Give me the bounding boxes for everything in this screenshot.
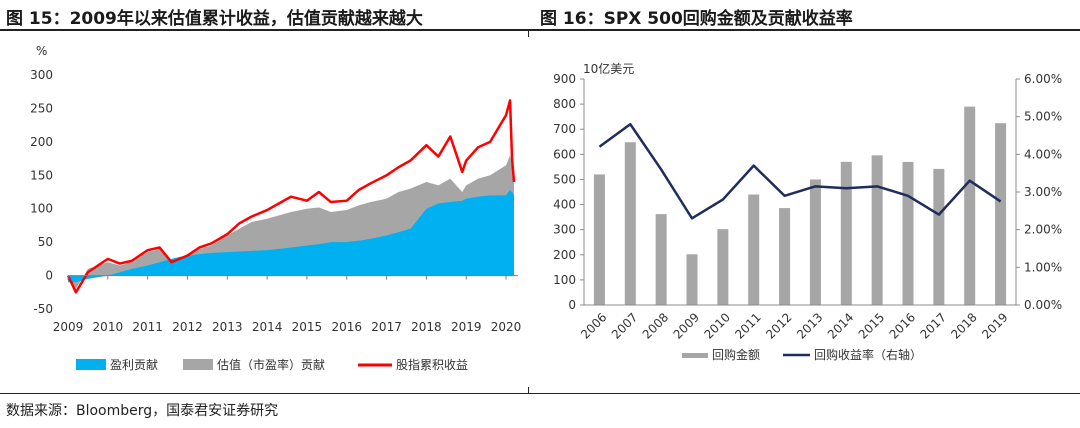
source-note: 数据来源：Bloomberg，国泰君安证券研究: [6, 403, 279, 419]
bottom-rule: [0, 393, 1080, 394]
y-tick-label: 500: [553, 172, 576, 186]
legend-swatch-earnings: [76, 359, 106, 370]
x-tick-label: 2009: [671, 310, 702, 341]
top-divider-tick: [528, 31, 529, 37]
x-tick-label: 2018: [411, 320, 442, 334]
y-tick-label: -50: [33, 302, 53, 316]
bottom-divider-tick: [528, 387, 529, 393]
x-tick-label: 2009: [53, 320, 84, 334]
x-tick-label: 2016: [331, 320, 362, 334]
y-axis-unit-label: %: [36, 44, 47, 58]
bar-buyback-amount: [871, 155, 883, 305]
y2-tick-label: 3.00%: [1024, 185, 1062, 199]
bar-buyback-amount: [655, 214, 667, 305]
bar-buyback-amount: [779, 208, 791, 305]
legend-label-buyback-yield: 回购收益率（右轴）: [814, 347, 922, 362]
legend-label-buyback-amount: 回购金额: [712, 347, 760, 362]
bar-buyback-amount: [840, 161, 852, 305]
y-tick-label: 100: [553, 273, 576, 287]
y2-tick-label: 4.00%: [1024, 147, 1062, 161]
x-tick-label: 2015: [856, 310, 887, 341]
x-tick-label: 2012: [172, 320, 203, 334]
y2-tick-label: 0.00%: [1024, 298, 1062, 312]
y2-tick-label: 2.00%: [1024, 223, 1062, 237]
x-tick-label: 2017: [917, 310, 948, 341]
bar-buyback-amount: [809, 179, 821, 305]
x-tick-label: 2007: [609, 310, 640, 341]
x-tick-label: 2011: [732, 310, 763, 341]
y-tick-label: 300: [553, 223, 576, 237]
legend-label-cumulative: 股指累积收益: [396, 357, 468, 372]
figure-16-title: 图 16：SPX 500回购金额及贡献收益率: [540, 9, 853, 29]
y-tick-label: 250: [30, 101, 53, 115]
figure-15-title: 图 15：2009年以来估值累计收益，估值贡献越来越大: [6, 9, 423, 29]
series-line-cumulative: [66, 99, 516, 294]
x-tick-label: 2015: [292, 320, 323, 334]
y-tick-label: 600: [553, 147, 576, 161]
y-tick-label: 900: [553, 72, 576, 86]
legend-swatch-buyback-amount: [682, 353, 708, 358]
y-tick-label: 50: [38, 235, 53, 249]
bar-buyback-amount: [624, 142, 636, 305]
x-tick-label: 2019: [451, 320, 482, 334]
y-tick-label: 100: [30, 202, 53, 216]
legend-swatch-valuation: [183, 359, 213, 370]
x-tick-label: 2014: [825, 310, 856, 341]
bar-buyback-amount: [902, 161, 914, 305]
y-tick-label: 700: [553, 122, 576, 136]
x-tick-label: 2013: [212, 320, 243, 334]
x-tick-label: 2006: [578, 310, 609, 341]
x-tick-label: 2016: [887, 310, 918, 341]
y-tick-label: 0: [45, 269, 53, 283]
y-tick-label: 150: [30, 168, 53, 182]
bar-buyback-amount: [933, 168, 945, 305]
bar-buyback-amount: [717, 229, 729, 305]
y-tick-label: 400: [553, 198, 576, 212]
x-tick-label: 2018: [948, 310, 979, 341]
x-tick-label: 2020: [491, 320, 522, 334]
bar-buyback-amount: [686, 254, 698, 305]
x-tick-label: 2010: [701, 310, 732, 341]
y-tick-label: 300: [30, 68, 53, 82]
x-tick-label: 2013: [794, 310, 825, 341]
legend-label-valuation: 估值（市盈率）贡献: [217, 357, 325, 372]
series-line-buyback-yield: [598, 122, 1002, 220]
x-tick-label: 2019: [979, 310, 1010, 341]
bar-buyback-amount: [964, 106, 976, 305]
y-tick-label: 0: [568, 298, 576, 312]
x-tick-label: 2010: [93, 320, 124, 334]
bar-buyback-amount: [995, 123, 1007, 305]
top-rule: [0, 29, 1080, 31]
x-tick-label: 2008: [640, 310, 671, 341]
buyback-chart: 10亿美元 900 800 700 600 500 400 300 200 100 0 6.00% 5.…: [553, 61, 1062, 362]
y-axis-unit-label: 10亿美元: [583, 61, 634, 76]
legend-label-earnings: 盈利贡献: [110, 357, 158, 372]
x-tick-label: 2012: [763, 310, 794, 341]
y-tick-label: 200: [30, 135, 53, 149]
y-tick-label: 800: [553, 97, 576, 111]
x-tick-label: 2014: [252, 320, 283, 334]
bar-buyback-amount: [748, 194, 760, 305]
y-tick-label: 200: [553, 248, 576, 262]
y2-tick-label: 1.00%: [1024, 260, 1062, 274]
y2-tick-label: 6.00%: [1024, 72, 1062, 86]
bar-buyback-amount: [593, 174, 605, 305]
y2-tick-label: 5.00%: [1024, 110, 1062, 124]
x-tick-label: 2017: [371, 320, 402, 334]
x-tick-label: 2011: [132, 320, 163, 334]
